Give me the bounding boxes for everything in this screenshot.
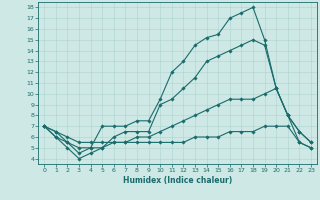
X-axis label: Humidex (Indice chaleur): Humidex (Indice chaleur) [123, 176, 232, 185]
